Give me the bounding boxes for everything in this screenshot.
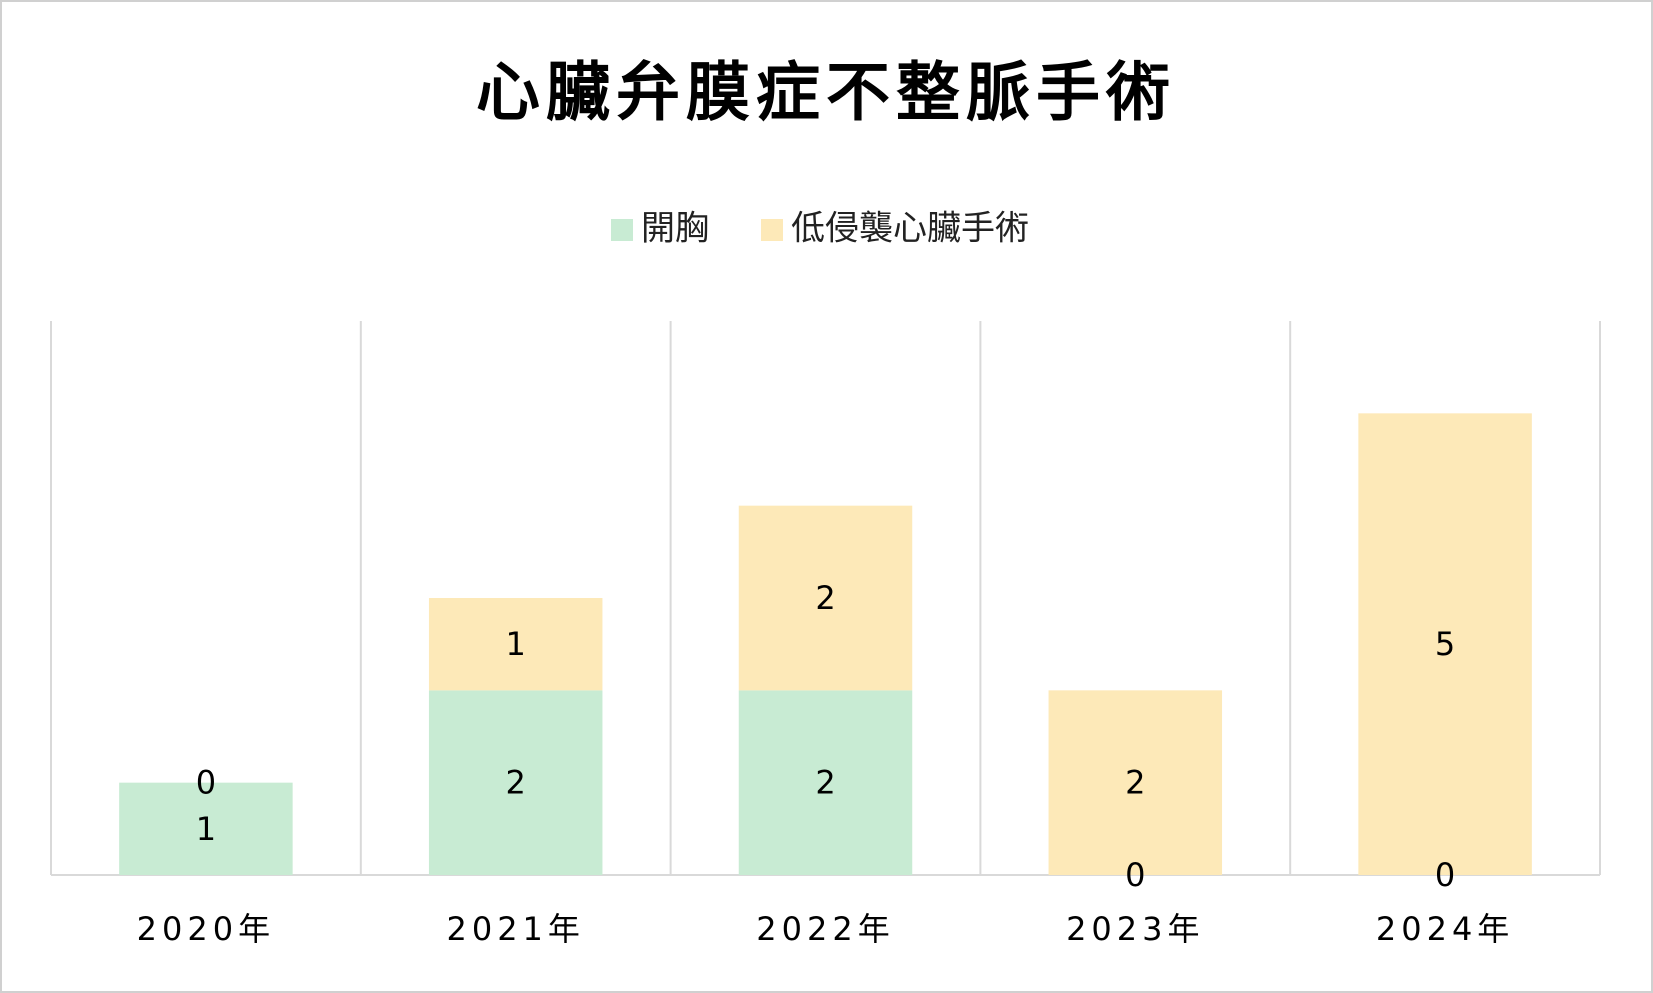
chart-title: 心臟弁膜症不整脈手術 (476, 57, 1176, 131)
bar-segment (738, 505, 913, 691)
legend-swatch (761, 219, 783, 241)
bar-segment (1048, 690, 1223, 875)
bar-segment (1358, 413, 1532, 875)
x-tick-label: 2023年 (1066, 910, 1204, 948)
legend-swatch (611, 219, 633, 241)
x-tick-label: 2021年 (446, 910, 584, 948)
bar-segment (738, 690, 913, 875)
bar-segment (119, 782, 293, 875)
data-label: 1 (196, 810, 216, 848)
data-label: 1 (506, 625, 526, 663)
data-label: 2 (506, 764, 526, 802)
data-label: 2 (815, 764, 835, 802)
data-label: 2 (1125, 764, 1145, 802)
x-tick-label: 2020年 (137, 910, 275, 948)
bar-segment (428, 690, 603, 875)
legend-label: 開胸 (641, 209, 709, 249)
data-label: 2 (815, 579, 835, 617)
data-label: 5 (1435, 625, 1455, 663)
x-tick-label: 2022年 (756, 910, 894, 948)
data-label: 0 (1125, 856, 1145, 894)
bar-segment (428, 598, 603, 691)
x-tick-label: 2024年 (1376, 910, 1514, 948)
legend-label: 低侵襲心臟手術 (791, 209, 1029, 249)
data-label: 0 (196, 764, 216, 802)
data-label: 0 (1435, 856, 1455, 894)
